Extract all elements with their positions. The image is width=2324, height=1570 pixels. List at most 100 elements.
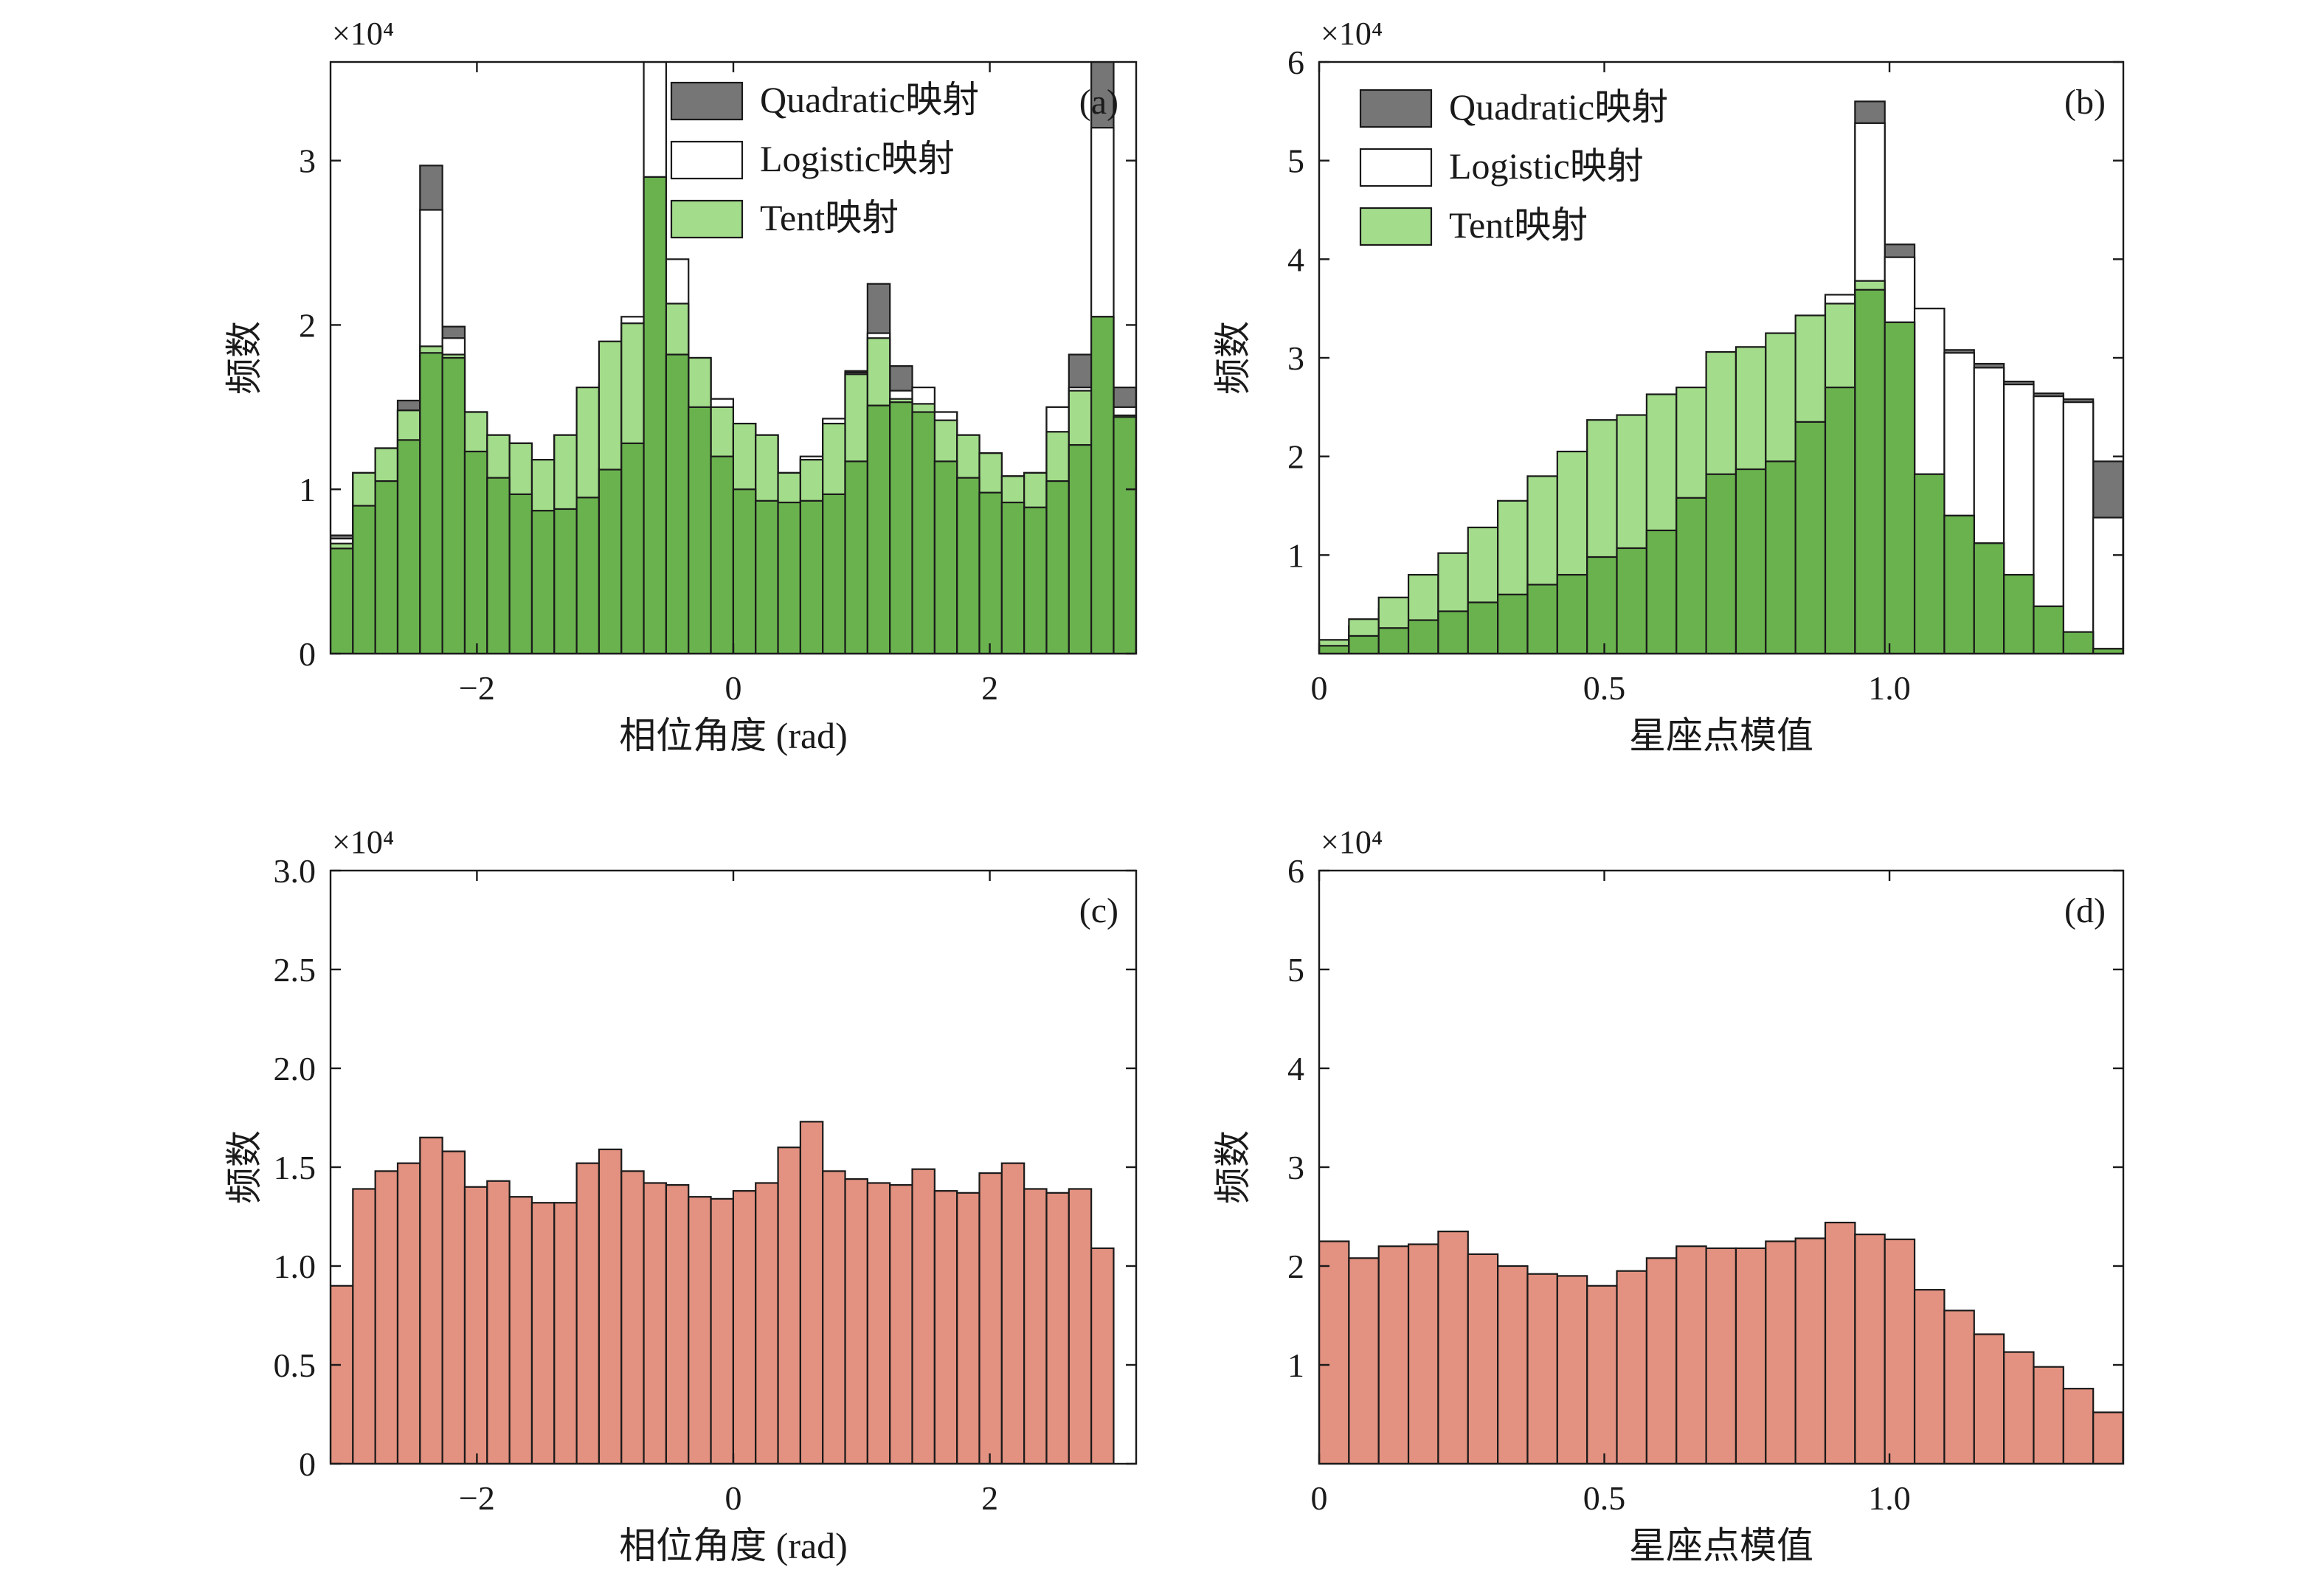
- bar-uniform-c-4: [419, 1136, 443, 1464]
- bar-uniform-d-10: [1616, 1270, 1647, 1464]
- y-tick-label-d-4: 5: [1287, 951, 1304, 989]
- bar-tent-dark-a-0: [331, 547, 354, 654]
- bar-uniform-c-8: [508, 1196, 533, 1464]
- legend-a: Quadratic映射 Logistic映射 Tent映射: [670, 79, 979, 239]
- bar-tent-dark-a-17: [710, 455, 734, 654]
- bar-uniform-c-31: [1023, 1188, 1048, 1464]
- bar-uniform-d-14: [1735, 1247, 1767, 1464]
- bar-tent-dark-a-13: [620, 442, 645, 654]
- bar-tent-dark-b-1: [1348, 634, 1380, 654]
- legend-label-b-0: Quadratic映射: [1449, 86, 1668, 128]
- bar-tent-dark-a-24: [866, 404, 891, 654]
- bar-tent-dark-a-35: [1113, 416, 1136, 654]
- bar-uniform-c-7: [486, 1180, 511, 1464]
- bar-logistic-a-36: [1135, 449, 1136, 654]
- legend-label-b-1: Logistic映射: [1449, 145, 1644, 187]
- x-axis-label-a: 相位角度 (rad): [619, 715, 848, 756]
- x-tick-label-c-1: 0: [725, 1479, 742, 1517]
- bar-tent-dark-a-6: [463, 450, 488, 654]
- bar-tent-dark-a-31: [1023, 506, 1048, 654]
- y-tick-label-c-0: 0: [299, 1445, 316, 1483]
- bar-uniform-c-25: [889, 1184, 913, 1464]
- bar-tent-dark-a-38: [1180, 539, 1203, 654]
- bar-tent-dark-a-20: [777, 501, 801, 654]
- bar-tent-dark-a-37: [1158, 493, 1180, 654]
- bar-uniform-d-4: [1437, 1230, 1469, 1464]
- bar-tent-dark-a-36: [1135, 468, 1136, 654]
- bar-tent-dark-b-5: [1467, 601, 1499, 654]
- bar-tent-dark-a-14: [643, 176, 668, 654]
- bar-uniform-d-24: [2033, 1366, 2064, 1464]
- bar-tent-a-36: [1135, 449, 1136, 654]
- bar-tent-dark-a-4: [419, 352, 443, 654]
- bar-tent-dark-a-29: [978, 491, 1003, 654]
- x-tick-label-a-0: −2: [459, 669, 495, 707]
- exponent-label-b: ×10⁴: [1321, 15, 1383, 52]
- bar-uniform-d-25: [2062, 1388, 2095, 1464]
- y-tick-label-a-3: 3: [299, 142, 316, 180]
- bar-uniform-c-30: [1000, 1162, 1026, 1464]
- bar-tent-dark-b-25: [2062, 631, 2095, 654]
- bar-tent-dark-b-23: [2003, 573, 2035, 654]
- bar-uniform-c-19: [755, 1182, 779, 1464]
- bar-tent-dark-b-3: [1407, 619, 1439, 654]
- bar-uniform-c-1: [352, 1188, 376, 1464]
- bar-tent-dark-b-7: [1526, 584, 1558, 654]
- bar-tent-dark-b-11: [1645, 529, 1678, 654]
- bar-tent-dark-b-9: [1586, 556, 1618, 654]
- y-tick-label-d-1: 2: [1287, 1248, 1304, 1285]
- bar-uniform-c-14: [643, 1182, 668, 1464]
- bar-uniform-d-23: [2003, 1351, 2035, 1464]
- y-tick-label-c-1: 0.5: [274, 1346, 317, 1384]
- bar-logistic-b-25: [2062, 401, 2095, 654]
- panel-label-b: (b): [2064, 83, 2106, 122]
- y-axis-label-a: 频数: [224, 321, 265, 395]
- y-axis-label-c: 频数: [224, 1130, 265, 1204]
- legend-swatch-a-1: [670, 140, 744, 180]
- bar-tent-dark-a-19: [755, 499, 779, 654]
- panel-b: 0 0.5 1.0 1 2 3 4 5 6 ×10⁴ 星座点模值 频数 (b) Quadratic映射 Lo…: [1212, 15, 2125, 756]
- legend-label-b-2: Tent映射: [1449, 204, 1588, 246]
- bar-uniform-c-9: [530, 1202, 556, 1464]
- bar-quadratic-a-36: [1135, 449, 1136, 654]
- bar-tent-dark-b-0: [1319, 645, 1350, 654]
- bar-uniform-c-6: [463, 1186, 488, 1464]
- y-tick-label-d-0: 1: [1287, 1346, 1304, 1384]
- bar-uniform-d-18: [1854, 1234, 1886, 1464]
- legend-swatch-b-0: [1359, 89, 1433, 128]
- legend-swatch-a-2: [670, 199, 744, 239]
- y-tick-label-b-5: 6: [1287, 44, 1304, 81]
- bar-uniform-c-17: [710, 1197, 734, 1464]
- bar-tent-a-37: [1158, 481, 1180, 654]
- x-tick-label-d-0: 0: [1311, 1479, 1328, 1517]
- exponent-label-c: ×10⁴: [332, 824, 394, 860]
- bar-uniform-c-33: [1068, 1188, 1093, 1464]
- bar-tent-dark-a-1: [352, 505, 376, 654]
- bar-tent-dark-b-21: [1943, 514, 1975, 654]
- bar-tent-dark-a-18: [732, 488, 757, 654]
- bar-uniform-d-16: [1794, 1237, 1827, 1464]
- panel-label-c: (c): [1079, 891, 1118, 930]
- bar-tent-dark-a-11: [575, 497, 601, 654]
- panel-c: −2 0 2 0 0.5 1.0 1.5 2.0 2.5 3.0 ×10⁴ 相位角度 (rad) 频数 (…: [224, 824, 1138, 1566]
- exponent-label-d: ×10⁴: [1321, 824, 1383, 860]
- bar-tent-dark-b-12: [1675, 497, 1707, 654]
- bar-uniform-c-34: [1090, 1247, 1115, 1464]
- bar-tent-dark-a-28: [956, 477, 981, 654]
- legend-swatch-b-2: [1359, 207, 1433, 246]
- bar-uniform-d-2: [1377, 1245, 1410, 1464]
- y-tick-label-c-6: 3.0: [274, 852, 317, 890]
- bar-uniform-c-13: [620, 1170, 645, 1464]
- bar-uniform-c-11: [575, 1162, 601, 1464]
- bar-uniform-c-15: [665, 1184, 690, 1464]
- bar-uniform-c-24: [866, 1182, 891, 1464]
- bar-tent-dark-b-13: [1705, 473, 1737, 654]
- x-tick-label-b-1: 0.5: [1583, 669, 1626, 707]
- bar-tent-dark-a-32: [1045, 480, 1070, 654]
- bar-tent-dark-a-3: [396, 439, 421, 654]
- x-tick-label-c-0: −2: [459, 1479, 495, 1517]
- y-tick-label-d-3: 4: [1287, 1050, 1304, 1087]
- bar-uniform-d-17: [1824, 1221, 1856, 1464]
- bar-tent-a-38: [1180, 529, 1203, 654]
- bars-c: [331, 1121, 1115, 1464]
